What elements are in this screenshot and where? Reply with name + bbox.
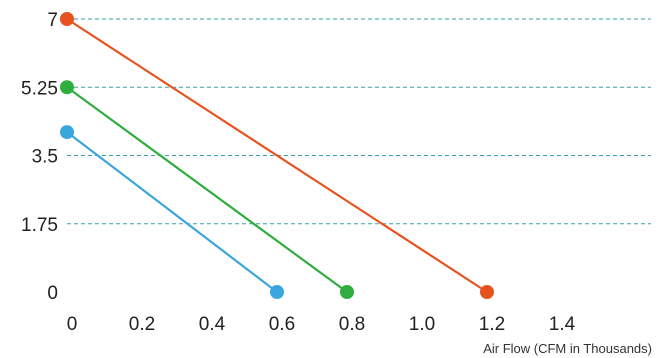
data-point: [60, 125, 74, 140]
x-tick-label: 0.6: [269, 314, 295, 335]
series-line-2: [66, 86, 348, 293]
x-tick-label: 0: [67, 314, 78, 335]
y-tick-labels: 0 1.75 3.5 5.25 7: [21, 10, 58, 304]
x-tick-label: 1.0: [409, 314, 435, 335]
data-point: [270, 285, 284, 299]
series-lines: [66, 18, 488, 293]
y-tick-label: 3.5: [32, 147, 58, 168]
x-tick-labels: 0 0.2 0.4 0.6 0.8 1.0 1.2 1.4: [67, 314, 576, 335]
x-tick-label: 1.4: [549, 314, 576, 335]
series-line-3: [66, 131, 278, 293]
series-line-1: [66, 18, 488, 293]
data-point: [60, 80, 74, 95]
x-tick-label: 0.2: [129, 314, 155, 335]
x-tick-label: 0.4: [199, 314, 226, 335]
x-tick-label: 1.2: [479, 314, 505, 335]
x-tick-label: 0.8: [339, 314, 365, 335]
data-point: [60, 12, 74, 26]
y-tick-label: 0: [47, 283, 58, 304]
gridlines: [67, 18, 651, 225]
y-tick-label: 7: [47, 10, 58, 31]
data-point: [340, 285, 354, 299]
x-axis-label: Air Flow (CFM in Thousands): [483, 341, 652, 356]
y-tick-label: 5.25: [21, 78, 58, 99]
series-points: [60, 12, 494, 299]
data-point: [480, 285, 494, 299]
y-tick-label: 1.75: [21, 215, 58, 236]
